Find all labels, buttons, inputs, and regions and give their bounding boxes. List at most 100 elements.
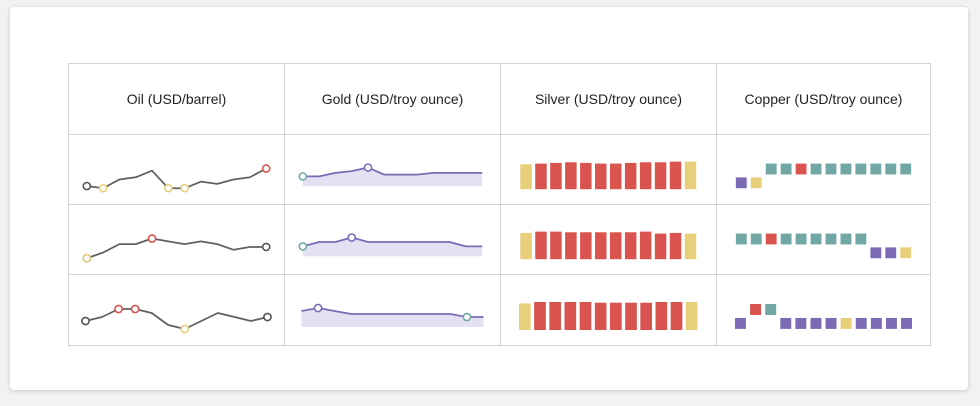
oil-cell-2	[69, 205, 285, 275]
copper-square-1-8	[855, 233, 867, 245]
gold-sparkline-1	[298, 163, 483, 187]
header-copper-label: Copper (USD/troy ounce)	[744, 91, 903, 107]
header-silver-label: Silver (USD/troy ounce)	[534, 91, 683, 107]
copper-cell-1	[717, 135, 930, 205]
silver-bar-1-8	[639, 231, 652, 260]
silver-bar-1-0	[520, 232, 532, 260]
silver-bar-1-6	[609, 232, 622, 260]
gold-low-point-1	[298, 242, 308, 251]
silver-bar-2-5	[594, 302, 607, 330]
silver-sparkline-3	[519, 302, 698, 330]
gold-area-2	[301, 308, 484, 327]
oil-low-point-2-6	[180, 324, 190, 334]
oil-cell-3	[69, 275, 285, 345]
silver-bar-2-8	[640, 302, 652, 330]
gold-line-0	[302, 166, 483, 178]
silver-bar-2-11	[685, 302, 698, 330]
chart-card: Oil (USD/barrel) Gold (USD/troy ounce) S…	[10, 7, 968, 390]
copper-square-1-4	[795, 233, 807, 245]
silver-sparkline-1	[520, 161, 697, 190]
silver-bar-0-3	[565, 162, 577, 190]
silver-cell-3	[501, 275, 717, 345]
header-gold-label: Gold (USD/troy ounce)	[321, 91, 464, 107]
copper-square-0-1	[750, 177, 762, 189]
silver-bar-0-1	[535, 163, 547, 190]
silver-bar-2-4	[579, 302, 592, 330]
silver-bar-2-6	[610, 302, 622, 330]
silver-bar-0-6	[609, 163, 622, 190]
copper-square-0-4	[795, 163, 807, 175]
oil-low-point-0-5	[164, 183, 173, 193]
copper-square-2-2	[765, 304, 777, 315]
silver-bar-1-1	[535, 231, 547, 260]
silver-bar-1-5	[595, 232, 607, 260]
silver-cell-2	[501, 205, 717, 275]
oil-line-1	[86, 237, 267, 260]
copper-square-1-11	[900, 247, 912, 259]
gold-sparkline-2	[298, 233, 483, 257]
copper-square-2-9	[870, 317, 882, 329]
copper-sparkline-2	[735, 233, 912, 259]
gold-line-1	[302, 236, 483, 248]
copper-square-1-6	[825, 233, 837, 245]
commodity-table: Oil (USD/barrel) Gold (USD/troy ounce) S…	[68, 63, 931, 346]
silver-bar-2-7	[625, 302, 637, 330]
copper-square-2-1	[750, 304, 762, 315]
gold-cell-1	[285, 135, 501, 205]
oil-high-point-1-4	[147, 234, 157, 243]
copper-square-1-0	[735, 233, 747, 245]
header-oil-label: Oil (USD/barrel)	[126, 91, 227, 107]
copper-square-2-6	[825, 317, 837, 329]
gold-high-point-2	[313, 303, 323, 313]
silver-bar-2-2	[549, 302, 561, 330]
header-silver: Silver (USD/troy ounce)	[501, 64, 717, 135]
oil-high-point-2-3	[130, 304, 140, 314]
silver-bar-1-2	[550, 231, 562, 260]
oil-last-point-0	[261, 164, 271, 173]
silver-bar-0-9	[654, 162, 667, 190]
oil-sparkline-3	[81, 304, 272, 334]
silver-bar-0-4	[580, 162, 592, 190]
oil-low-point-0-1	[98, 183, 108, 193]
copper-square-0-5	[810, 163, 822, 175]
silver-bar-2-10	[670, 302, 683, 330]
silver-bar-2-1	[534, 302, 546, 330]
copper-square-2-4	[795, 317, 807, 329]
silver-bar-0-8	[639, 162, 652, 190]
silver-bar-1-3	[565, 232, 577, 260]
gold-low-point-0	[298, 172, 308, 181]
silver-cell-1	[501, 135, 717, 205]
gold-line-2	[301, 307, 484, 318]
header-gold: Gold (USD/troy ounce)	[285, 64, 501, 135]
oil-line-2	[85, 308, 268, 330]
copper-sparkline-1	[735, 163, 912, 189]
gold-high-point-1	[347, 233, 357, 242]
copper-square-2-10	[885, 317, 897, 329]
silver-bar-1-7	[624, 232, 637, 260]
oil-first-point-2	[81, 316, 90, 326]
copper-square-1-7	[840, 233, 852, 245]
gold-cell-3	[285, 275, 501, 345]
silver-bar-1-11	[684, 233, 697, 260]
silver-bar-1-10	[669, 232, 682, 260]
copper-square-0-9	[870, 163, 882, 175]
copper-cell-2	[717, 205, 930, 275]
oil-first-point-0	[82, 181, 92, 191]
copper-square-0-6	[825, 163, 837, 175]
copper-square-2-8	[855, 317, 867, 329]
silver-bar-0-10	[669, 161, 682, 190]
silver-bar-1-9	[654, 233, 667, 260]
oil-high-point-2-2	[114, 304, 123, 314]
silver-bar-0-5	[595, 163, 607, 190]
silver-bar-0-0	[520, 164, 532, 190]
copper-cell-3	[717, 275, 930, 345]
copper-square-2-5	[810, 317, 822, 329]
oil-sparkline-1	[82, 164, 271, 193]
header-oil: Oil (USD/barrel)	[69, 64, 285, 135]
copper-square-0-2	[765, 163, 777, 175]
copper-square-1-5	[810, 233, 822, 245]
oil-last-point-2	[263, 312, 272, 322]
oil-low-point-0-6	[180, 183, 189, 193]
oil-sparkline-2	[82, 234, 271, 263]
oil-cell-1	[69, 135, 285, 205]
